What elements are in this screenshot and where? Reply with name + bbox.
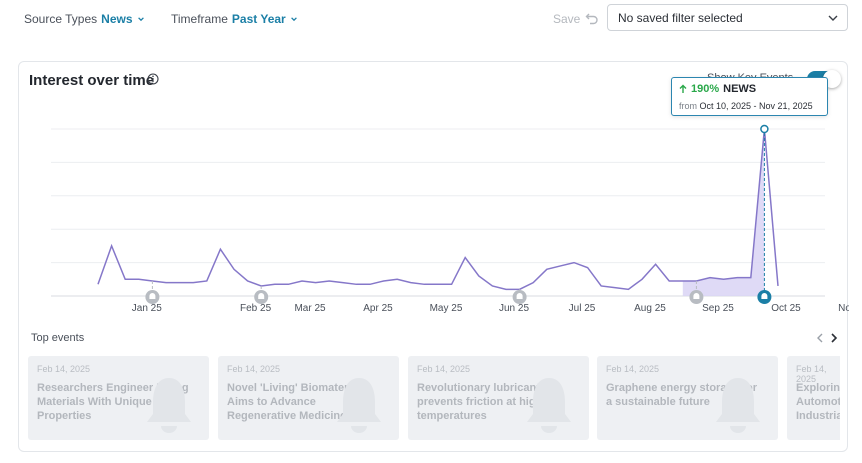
- event-card[interactable]: Feb 14, 2025 Researchers Engineer Living…: [28, 356, 209, 440]
- bell-icon: [149, 293, 156, 299]
- event-date: Feb 14, 2025: [37, 364, 91, 374]
- x-tick-label: Oct 25: [771, 303, 801, 314]
- event-card[interactable]: Feb 14, 2025 Novel 'Living' Biomaterial …: [218, 356, 399, 440]
- x-tick-label: Mar 25: [294, 303, 326, 314]
- chart-grid: [51, 128, 825, 297]
- bell-icon: [147, 378, 191, 433]
- info-icon[interactable]: [147, 73, 159, 85]
- bell-icon: [693, 293, 700, 299]
- event-card[interactable]: Feb 14, 2025 Revolutionary lubricant pre…: [408, 356, 589, 440]
- chevron-left-icon[interactable]: [815, 332, 825, 344]
- filter-bar: Source Types News Timeframe Past Year Sa…: [0, 0, 862, 38]
- event-card[interactable]: Feb 14, 2025 Exploring Automotive Indust…: [787, 356, 840, 440]
- source-types-value: News: [101, 12, 133, 26]
- x-tick-label: Jan 25: [132, 303, 162, 314]
- chevron-down-icon: [828, 15, 838, 21]
- x-tick-label: Apr 25: [363, 303, 393, 314]
- chevron-down-icon: [137, 17, 144, 22]
- x-tick-label: Jul 25: [569, 303, 596, 314]
- timeframe-label: Timeframe: [171, 12, 228, 26]
- chart-tooltip: 190% NEWS from Oct 10, 2025 - Nov 21, 20…: [671, 77, 828, 116]
- tooltip-change: 190%: [691, 83, 720, 95]
- saved-filter-value: No saved filter selected: [618, 11, 743, 25]
- x-tick-label: Feb 25: [240, 303, 272, 314]
- event-title: Exploring Automotive Industria: [796, 382, 840, 422]
- event-title: Graphene energy storage for a sustainabl…: [606, 382, 757, 408]
- bell-icon: [516, 293, 523, 299]
- saved-filter-select[interactable]: No saved filter selected: [607, 4, 848, 31]
- event-date: Feb 14, 2025: [417, 364, 471, 374]
- event-date: Feb 14, 2025: [227, 364, 281, 374]
- top-events-label: Top events: [31, 332, 85, 344]
- tooltip-range-line: from Oct 10, 2025 - Nov 21, 2025: [679, 101, 813, 111]
- chevron-down-icon: [290, 17, 297, 22]
- key-event-markers: [145, 124, 772, 304]
- tooltip-from: from: [679, 101, 697, 111]
- event-card[interactable]: Feb 14, 2025 Graphene energy storage for…: [597, 356, 778, 440]
- peak-point: [760, 124, 769, 134]
- x-tick-label: Sep 25: [702, 303, 734, 314]
- timeframe-filter[interactable]: Timeframe Past Year: [171, 12, 298, 26]
- series-line: [97, 128, 779, 291]
- x-tick-label: Nov 25: [838, 303, 849, 314]
- interest-over-time-card: Interest over time Jan 25 Feb 25 Mar 25 Apr…: [18, 61, 849, 452]
- event-date: Feb 14, 2025: [606, 364, 660, 374]
- undo-icon[interactable]: [584, 10, 600, 26]
- event-title: Novel 'Living' Biomaterial Aims to Advan…: [227, 382, 361, 422]
- bell-icon: [761, 293, 768, 299]
- x-axis-ticks: Jan 25 Feb 25 Mar 25 Apr 25 May 25 Jun 25 Jul …: [132, 303, 849, 314]
- x-tick-label: Jun 25: [499, 303, 529, 314]
- x-tick-label: May 25: [430, 303, 463, 314]
- tooltip-series: NEWS: [723, 83, 757, 95]
- event-date: Feb 14, 2025: [796, 364, 827, 384]
- bell-icon: [337, 378, 381, 433]
- bell-icon: [527, 378, 571, 433]
- interest-chart: Jan 25 Feb 25 Mar 25 Apr 25 May 25 Jun 25 Jul …: [51, 124, 849, 314]
- source-types-label: Source Types: [24, 12, 98, 26]
- x-tick-label: Aug 25: [634, 303, 666, 314]
- event-title: Revolutionary lubricant prevents frictio…: [417, 382, 543, 422]
- bell-icon: [716, 378, 760, 433]
- highlight-area: [682, 129, 765, 296]
- tooltip-range: Oct 10, 2025 - Nov 21, 2025: [699, 101, 813, 111]
- events-carousel: Feb 14, 2025 Researchers Engineer Living…: [28, 356, 840, 440]
- save-button[interactable]: Save: [553, 12, 581, 26]
- timeframe-value: Past Year: [231, 12, 286, 26]
- chevron-right-icon[interactable]: [829, 332, 839, 344]
- source-types-filter[interactable]: Source Types News: [24, 12, 145, 26]
- bell-icon: [258, 293, 265, 299]
- arrow-up-icon: [679, 84, 687, 93]
- event-title: Researchers Engineer Living Materials Wi…: [37, 382, 189, 422]
- card-title: Interest over time: [29, 72, 155, 89]
